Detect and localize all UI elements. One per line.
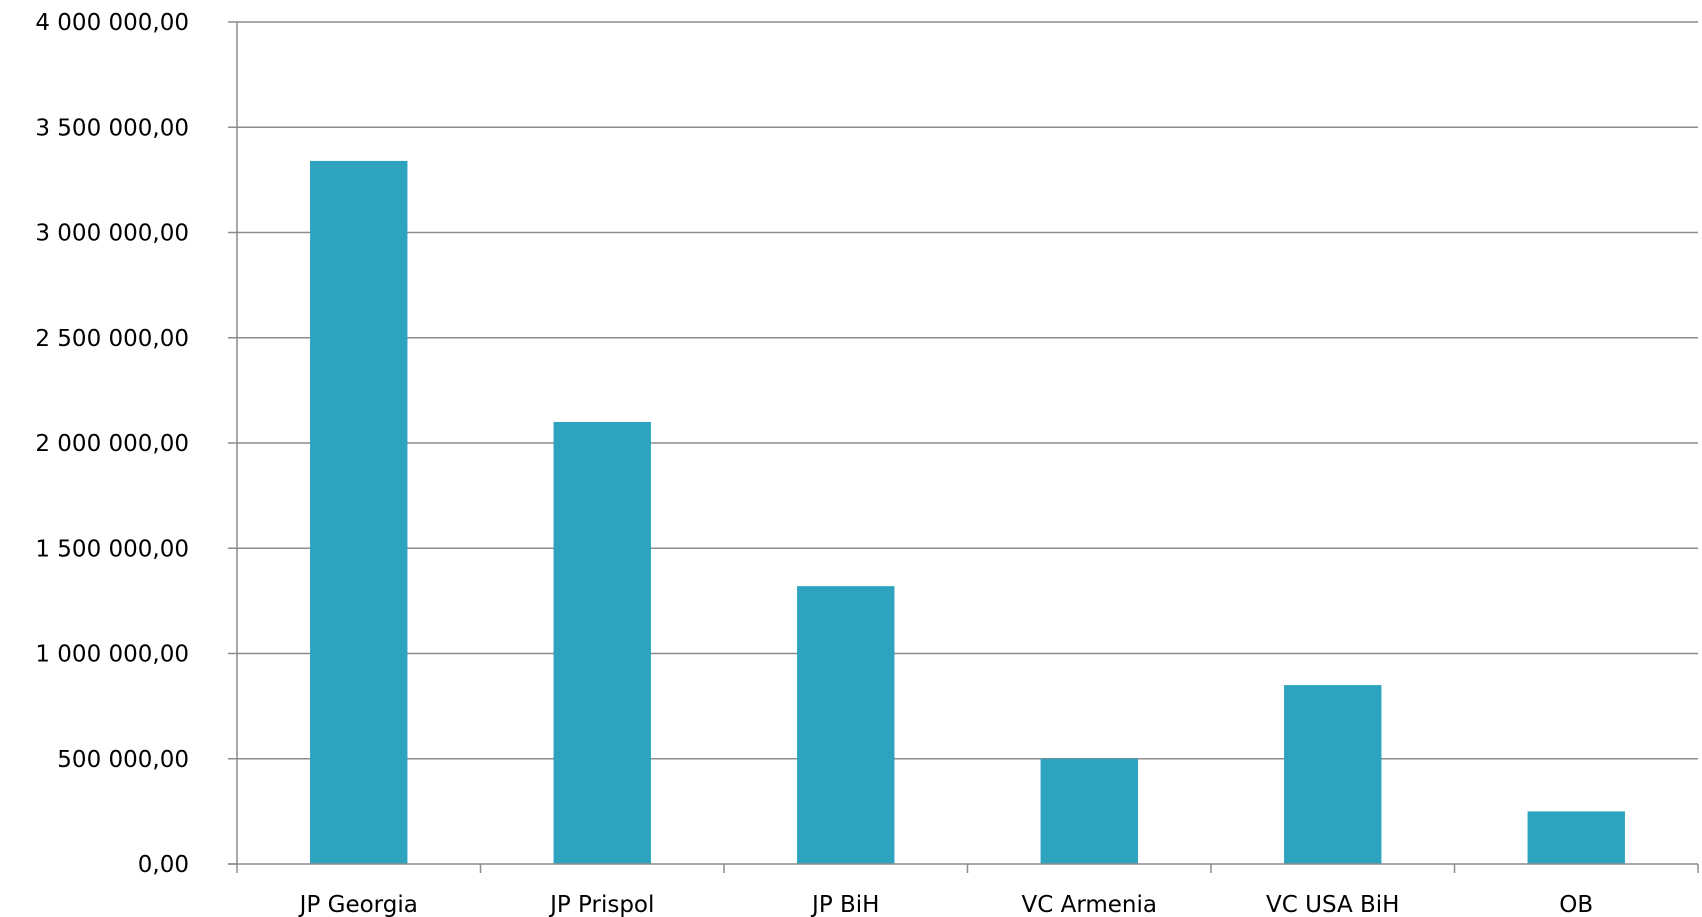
y-tick-label: 4 000 000,00	[35, 10, 189, 36]
bar-jp-bih	[797, 586, 895, 864]
bar-jp-prispol	[553, 421, 651, 864]
y-tick-label: 1 500 000,00	[35, 536, 189, 562]
y-tick-label: 2 000 000,00	[35, 431, 189, 457]
bars	[310, 160, 1625, 864]
y-tick-label: 2 500 000,00	[35, 326, 189, 352]
y-tick-label: 3 500 000,00	[35, 115, 189, 141]
x-tick-label: JP BiH	[810, 892, 879, 917]
y-tick-label: 500 000,00	[57, 747, 189, 773]
x-tick-label: VC USA BiH	[1266, 892, 1399, 917]
bar-jp-georgia	[310, 160, 408, 864]
x-tick-label: JP Georgia	[298, 892, 418, 917]
bar-vc-armenia	[1040, 758, 1138, 864]
x-tick-label: JP Prispol	[548, 892, 654, 917]
axes	[228, 21, 1699, 873]
y-tick-labels: 0,00 500 000,00 1 000 000,00 1 500 000,00 2 …	[35, 10, 189, 878]
y-tick-label: 1 000 000,00	[35, 642, 189, 668]
bar-vc-usa-bih	[1284, 685, 1382, 864]
x-tick-label: VC Armenia	[1021, 892, 1157, 917]
x-tick-labels: JP Georgia JP Prispol JP BiH VC Armenia VC U…	[298, 892, 1594, 917]
bar-ob	[1527, 811, 1625, 864]
y-tick-label: 0,00	[138, 852, 189, 878]
y-tick-label: 3 000 000,00	[35, 221, 189, 247]
x-tick-label: OB	[1559, 892, 1593, 917]
gridlines	[237, 21, 1698, 760]
